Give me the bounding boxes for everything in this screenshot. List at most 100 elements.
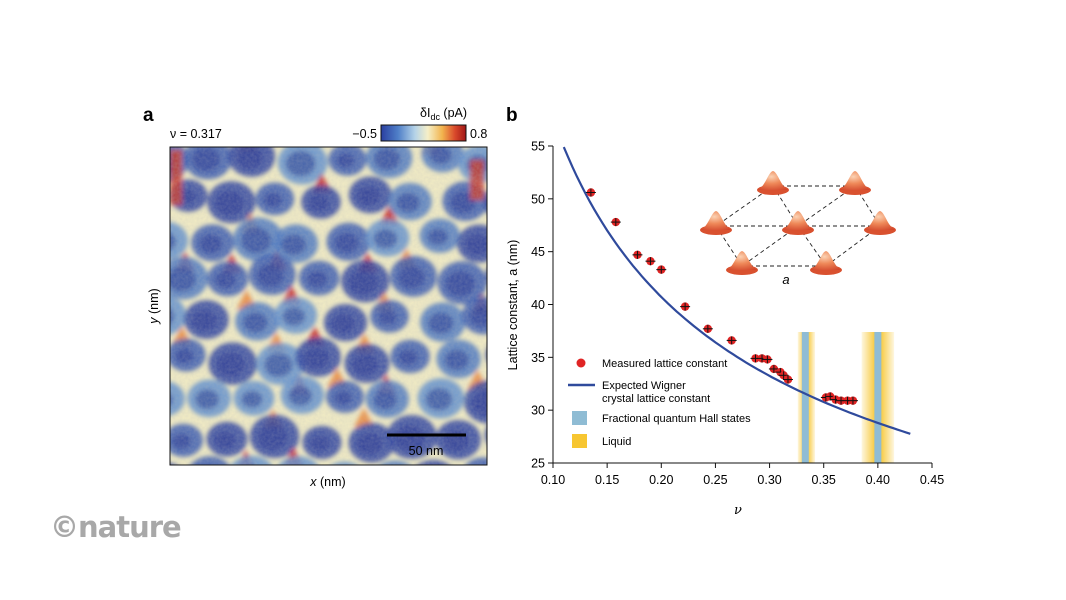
x-tick-label: 0.10 xyxy=(541,473,565,487)
x-tick-label: 0.15 xyxy=(595,473,619,487)
map-domain-core xyxy=(148,472,177,497)
y-ticks: 25 30 35 40 45 50 55 xyxy=(531,140,553,471)
stm-map xyxy=(90,107,584,512)
fqh-band xyxy=(801,330,809,463)
y-tick-label: 35 xyxy=(531,351,545,365)
legend: Measured lattice constant Expected Wigne… xyxy=(568,358,751,448)
map-domain-core xyxy=(416,470,446,496)
panel-a-label: a xyxy=(143,105,154,126)
data-point xyxy=(610,217,621,227)
lattice-site-cone xyxy=(757,171,789,195)
colorbar-max-label: 0.8 xyxy=(470,127,487,141)
x-tick-label: 0.35 xyxy=(812,473,836,487)
x-ticks: 0.10 0.15 0.20 0.25 0.30 0.35 0.40 0.45 xyxy=(541,463,944,487)
map-domain xyxy=(537,259,579,295)
map-hotspot xyxy=(147,453,167,472)
data-point xyxy=(702,324,713,334)
map-domain xyxy=(112,181,158,221)
cone-body xyxy=(700,211,732,230)
data-point xyxy=(645,256,656,266)
map-hotspot xyxy=(536,486,556,505)
map-domain-core xyxy=(130,272,153,291)
nature-logo: ©nature xyxy=(50,510,182,544)
map-hotspot xyxy=(404,493,424,512)
data-point xyxy=(585,188,596,197)
data-point xyxy=(656,265,667,274)
map-domain-core xyxy=(121,345,145,365)
cone-body xyxy=(726,251,758,270)
data-point xyxy=(632,250,643,260)
map-domain-core xyxy=(126,435,146,451)
map-hotspot xyxy=(564,454,584,473)
map-domain-core xyxy=(538,107,565,130)
lattice-inset: a xyxy=(700,171,896,287)
legend-item-measured: Measured lattice constant xyxy=(576,358,727,370)
map-domain-core xyxy=(302,112,332,138)
map-domain-core xyxy=(194,466,222,490)
colorbar-min-label: −0.5 xyxy=(352,127,377,141)
map-domain-core xyxy=(102,234,126,254)
map-domain-core xyxy=(282,466,310,490)
data-point xyxy=(847,396,858,405)
map-domain-core xyxy=(545,269,567,287)
map-hotspot xyxy=(307,488,327,507)
map-domain xyxy=(483,193,487,213)
y-tick-label: 55 xyxy=(531,140,545,154)
fqh-band xyxy=(874,330,882,463)
lattice-site-cone xyxy=(839,171,871,195)
map-domain-core xyxy=(510,151,539,176)
expected-curve xyxy=(562,146,911,435)
map-domain xyxy=(118,425,158,459)
panel-a-xlabel: x (nm) xyxy=(309,475,345,489)
lattice-site-cone xyxy=(700,211,732,235)
x-axis-label: ν xyxy=(734,503,742,518)
legend-dot-marker xyxy=(576,358,586,368)
colorbar-scale xyxy=(380,124,467,142)
map-domain-core xyxy=(120,191,146,213)
filling-factor-label: ν = 0.317 xyxy=(170,127,222,141)
map-domain-core xyxy=(235,466,264,491)
cone-body xyxy=(810,251,842,270)
map-domain xyxy=(96,299,143,340)
map-domain-core xyxy=(470,467,492,485)
y-tick-label: 25 xyxy=(531,457,545,471)
map-hotspot xyxy=(489,175,509,194)
panel-a-ylabel: y (nm) xyxy=(147,288,161,324)
data-point xyxy=(680,302,691,311)
cone-body xyxy=(757,171,789,190)
map-domain-core xyxy=(102,152,121,167)
phase-bands xyxy=(797,330,895,463)
y-tick-label: 50 xyxy=(531,192,545,206)
lattice-constant-label: a xyxy=(782,272,789,287)
x-tick-label: 0.30 xyxy=(757,473,781,487)
data-point xyxy=(782,375,793,384)
map-frame xyxy=(169,146,488,466)
cone-body xyxy=(864,211,896,230)
panel-a: a ν = 0.317 δIdc (pA) −0.5 0.8 50 nm x (… xyxy=(90,105,584,512)
map-domain xyxy=(90,457,132,493)
expected-curve-layer xyxy=(562,146,911,435)
x-tick-label: 0.25 xyxy=(703,473,727,487)
map-domain xyxy=(380,460,410,465)
map-domain-core xyxy=(360,107,383,126)
y-tick-label: 40 xyxy=(531,298,545,312)
map-domain xyxy=(417,459,450,465)
legend-label-expected-line2: crystal lattice constant xyxy=(602,393,710,405)
lattice-site-cone xyxy=(726,251,758,275)
map-domain xyxy=(94,224,138,262)
cone-body xyxy=(782,211,814,230)
map-hotspot xyxy=(120,486,140,505)
legend-item-expected: Expected Wigner crystal lattice constant xyxy=(568,380,710,405)
data-point xyxy=(726,336,737,345)
map-domain xyxy=(94,142,133,175)
map-hotspot xyxy=(128,410,148,429)
y-tick-label: 30 xyxy=(531,404,545,418)
y-axis-label: Lattice constant, a (nm) xyxy=(506,240,520,371)
legend-label-liquid: Liquid xyxy=(602,436,631,448)
map-hotspot xyxy=(539,331,559,350)
measured-points-layer xyxy=(585,188,858,405)
x-tick-label: 0.45 xyxy=(920,473,944,487)
map-domain xyxy=(97,380,141,418)
legend-label-fqh: Fractional quantum Hall states xyxy=(602,413,751,425)
